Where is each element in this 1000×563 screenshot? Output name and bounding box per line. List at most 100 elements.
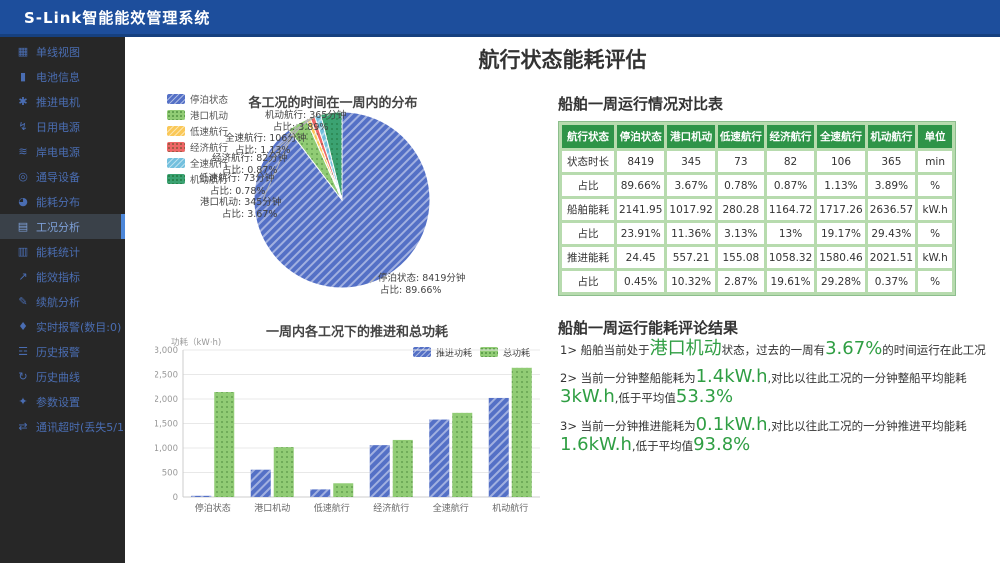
sidebar-item-energy-statistics[interactable]: ▥ 能耗统计 — [0, 239, 125, 264]
table-cell: 3.89% — [867, 175, 916, 196]
sidebar-item-battery-info[interactable]: ▮ 电池信息 — [0, 64, 125, 89]
single-line-view-icon: ▦ — [17, 45, 29, 58]
table-row-label: 占比 — [562, 271, 614, 292]
evaluation-text: 3> 当前一分钟推进能耗为 — [560, 418, 696, 433]
evaluation-line: 3> 当前一分钟推进能耗为0.1kW.h,对比以往此工况的一分钟推进平均能耗 1.… — [560, 413, 1000, 457]
table-cell: 2021.51 — [867, 247, 916, 268]
sidebar-item-label: 电池信息 — [36, 70, 80, 84]
legend-swatch — [167, 126, 185, 136]
table-cell: 1580.46 — [817, 247, 865, 268]
legend-swatch — [480, 347, 499, 357]
legend-swatch — [167, 142, 185, 152]
highlight-value: 3kW.h — [560, 386, 615, 408]
bar-legend-item[interactable]: 推进功耗 — [413, 344, 472, 360]
table-cell: 106 — [817, 151, 865, 172]
sidebar-item-endurance-analysis[interactable]: ✎ 续航分析 — [0, 289, 125, 314]
sidebar-item-efficiency-indicator[interactable]: ↗ 能效指标 — [0, 264, 125, 289]
highlight-value: 1.6kW.h — [560, 434, 632, 456]
table-cell: 11.36% — [667, 223, 715, 244]
table-cell: 155.08 — [717, 247, 764, 268]
bar-ytick-label: 2,500 — [155, 371, 178, 381]
bar-decal — [511, 367, 532, 497]
table-cell: % — [918, 175, 953, 196]
bar-chart-legend: 推进功耗 总功耗 — [413, 344, 530, 360]
sidebar-item-condition-analysis[interactable]: ▤ 工况分析 — [0, 214, 125, 239]
history-alarm-icon: ☲ — [18, 345, 28, 358]
legend-label: 机动航行 — [190, 175, 229, 186]
sidebar-item-label: 历史曲线 — [36, 370, 80, 384]
table-row: 占比 0.45% 10.32% 2.87% 19.61% 29.28% 0.37%% — [562, 271, 953, 292]
realtime-alarm-icon: ♦ — [18, 320, 28, 333]
sidebar-item-energy-distribution[interactable]: ◕ 能耗分布 — [0, 189, 125, 214]
evaluation-title: 船舶一周运行能耗评论结果 — [558, 319, 739, 337]
sidebar: ▦ 单线视图 ▮ 电池信息 ✱ 推进电机 ↯ 日用电源 ≋ 岸电电源 ◎ 通导设备 ◕ 能耗分布 ▤ 工况分析… — [0, 37, 135, 563]
sidebar-item-shore-power[interactable]: ≋ 岸电电源 — [0, 139, 125, 164]
legend-label: 全速航行 — [190, 159, 229, 170]
bar-ytick-label: 2,000 — [155, 395, 178, 405]
sidebar-item-nav-comm-equipment[interactable]: ◎ 通导设备 — [0, 164, 125, 189]
sidebar-item-label: 参数设置 — [36, 395, 80, 409]
sidebar-item-history-curve[interactable]: ↻ 历史曲线 — [0, 364, 125, 389]
bar-decal — [488, 397, 509, 497]
table-cell: 1.13% — [817, 175, 865, 196]
pie-legend-item[interactable]: 停泊状态 — [167, 91, 228, 107]
table-header-cell: 航行状态 — [562, 125, 614, 148]
bar-ytick-label: 3,000 — [155, 346, 178, 356]
parameter-settings-icon: ✦ — [18, 395, 28, 408]
main-content: 航行状态能耗评估 各工况的时间在一周内的分布 停泊状态 港口机动 低速航行 经济航行全… — [125, 37, 1000, 563]
table-cell: 557.21 — [667, 247, 715, 268]
pie-legend-item[interactable]: 机动航行 — [167, 171, 228, 187]
highlight-value: 53.3% — [675, 386, 734, 408]
table-cell: % — [918, 271, 953, 292]
app-title: S-Link智能能效管理系统 — [24, 8, 211, 27]
pie-slice-decal — [320, 111, 342, 200]
bar-legend-item[interactable]: 总功耗 — [480, 344, 530, 360]
table-header-row: 航行状态 停泊状态 港口机动 低速航行 经济航行 全速航行 机动航行 单位 — [562, 125, 953, 148]
highlight-value: 1.4kW.h — [695, 365, 768, 387]
pie-legend-item[interactable]: 全速航行 — [167, 155, 228, 171]
table-cell: 1017.92 — [667, 199, 715, 220]
pie-legend-item[interactable]: 港口机动 — [167, 107, 228, 123]
table-cell: 19.61% — [766, 271, 815, 292]
table-row-label: 状态时长 — [562, 151, 614, 172]
table-header-cell: 停泊状态 — [617, 125, 665, 148]
sidebar-item-label: 实时报警(数目:0) — [36, 320, 122, 334]
table-cell: 8419 — [617, 151, 665, 172]
sidebar-item-label: 能耗统计 — [36, 245, 80, 259]
sidebar-item-realtime-alarm[interactable]: ♦ 实时报警(数目:0) — [0, 314, 125, 339]
pie-legend-item[interactable]: 低速航行 — [167, 123, 228, 139]
sidebar-item-history-alarm[interactable]: ☲ 历史报警 — [0, 339, 125, 364]
table-row: 状态时长 8419 345 73 82 106 365 min — [562, 151, 953, 172]
daily-power-icon: ↯ — [18, 120, 28, 133]
table-header-cell: 单位 — [918, 125, 953, 148]
sidebar-item-comm-timeout[interactable]: ⇄ 通讯超时(丢失5/15) — [0, 414, 135, 439]
bar-xtick-label: 停泊状态 — [195, 502, 231, 514]
highlight-value: 0.1kW.h — [695, 413, 768, 435]
sidebar-item-label: 岸电电源 — [36, 145, 80, 159]
pie-label-leader — [369, 275, 377, 284]
table-cell: 19.17% — [817, 223, 865, 244]
energy-statistics-icon: ▥ — [17, 245, 29, 258]
nav-comm-equipment-icon: ◎ — [18, 170, 28, 183]
sidebar-item-propulsion-motor[interactable]: ✱ 推进电机 — [0, 89, 125, 114]
sidebar-item-parameter-settings[interactable]: ✦ 参数设置 — [0, 389, 125, 414]
legend-label: 低速航行 — [190, 127, 229, 138]
bar-decal — [250, 469, 271, 497]
table-cell: 345 — [667, 151, 715, 172]
bar-decal — [429, 419, 450, 497]
history-curve-icon: ↻ — [18, 370, 28, 383]
legend-swatch — [167, 174, 185, 184]
table-cell: min — [918, 151, 953, 172]
bar-xtick-label: 港口机动 — [254, 502, 290, 514]
evaluation-text: ,对比以往此工况的一分钟推进平均能耗 — [767, 418, 967, 433]
pie-legend-item[interactable]: 经济航行 — [167, 139, 228, 155]
bar-ytick-label: 0 — [173, 493, 178, 503]
bar-chart-title: 一周内各工况下的推进和总功耗 — [265, 325, 448, 340]
pie-label-leader — [326, 112, 332, 117]
table-cell: 73 — [717, 151, 764, 172]
sidebar-item-single-line-view[interactable]: ▦ 单线视图 — [0, 39, 125, 64]
evaluation-text: ,对比以往此工况的一分钟整船平均能耗 — [767, 370, 967, 385]
pie-label-leader — [262, 123, 298, 200]
sidebar-item-daily-power[interactable]: ↯ 日用电源 — [0, 114, 125, 139]
